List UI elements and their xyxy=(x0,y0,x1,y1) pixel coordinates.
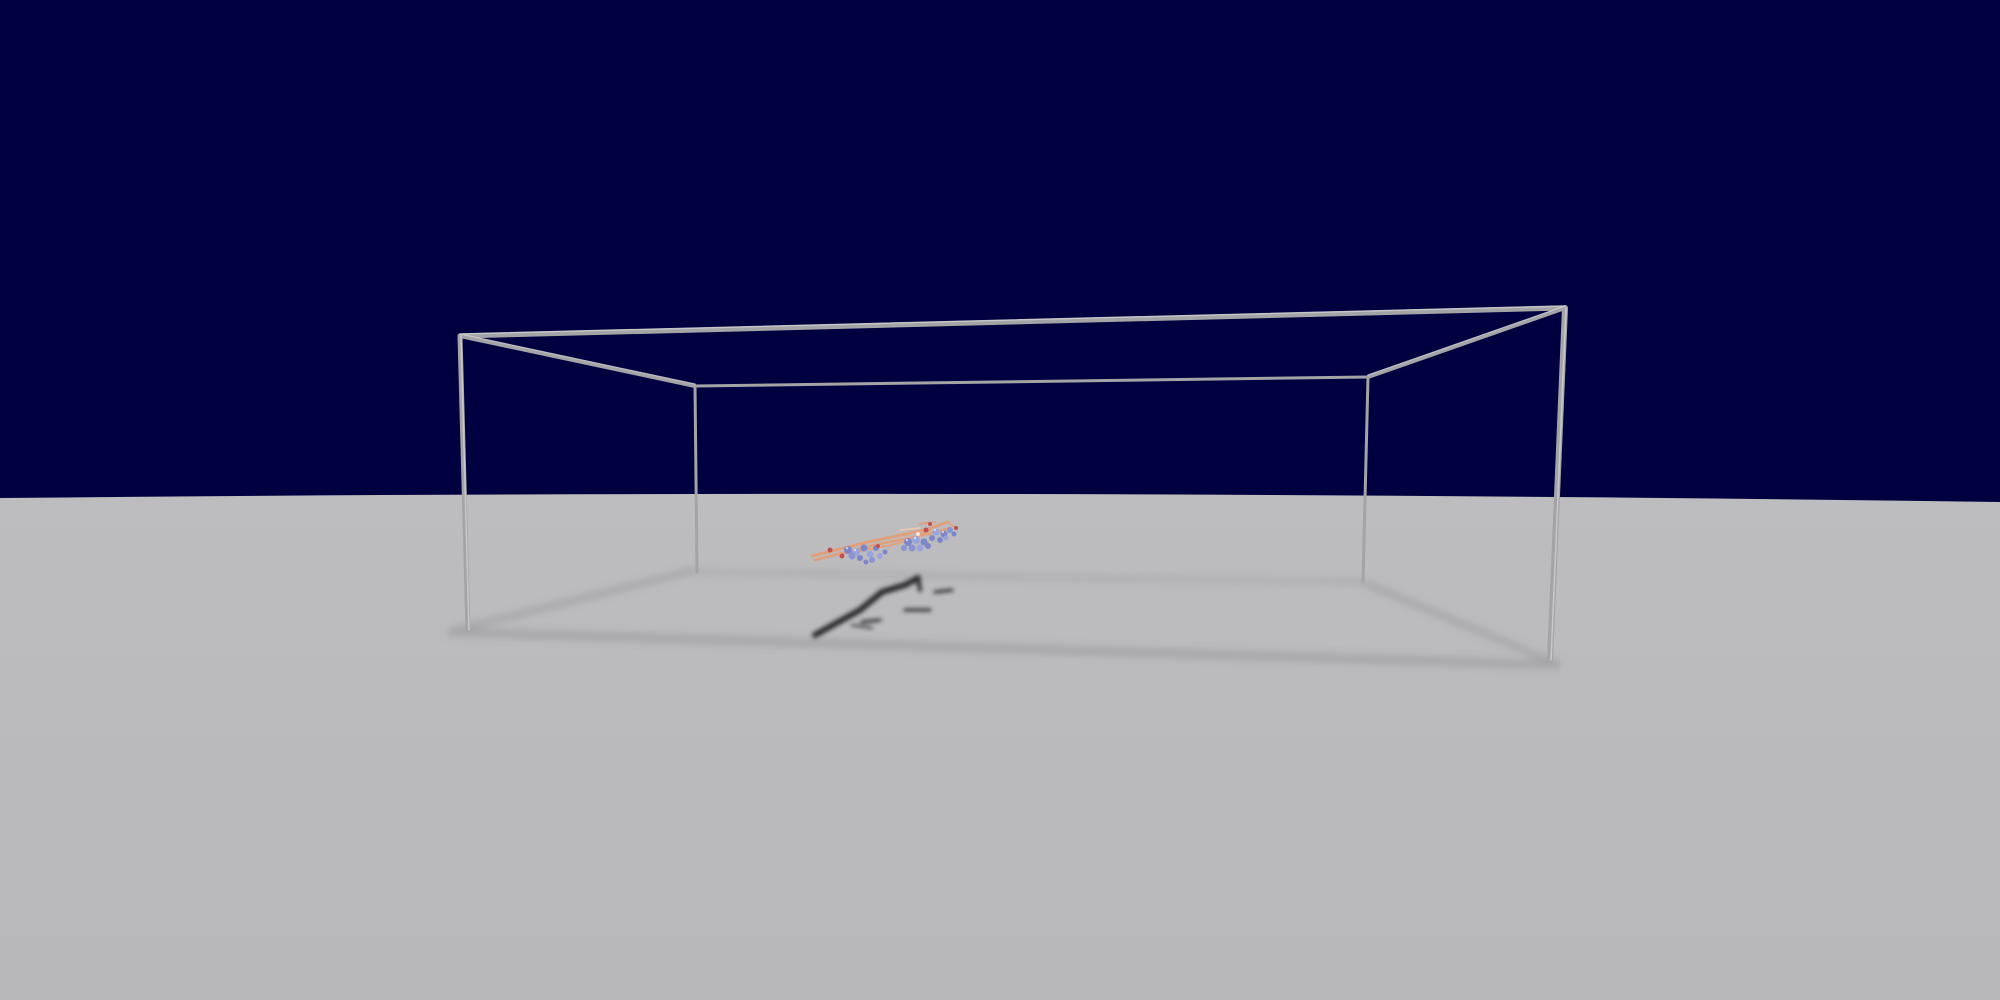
atom-highlights xyxy=(845,528,945,552)
floor-plane xyxy=(0,493,2000,1000)
atom-cluster-right xyxy=(901,522,958,552)
frame-shadow xyxy=(447,567,1562,669)
bounding-box-frame xyxy=(457,305,1568,663)
molecule-shadow xyxy=(812,575,954,638)
sky-background xyxy=(0,0,2000,500)
molecule-model[interactable] xyxy=(810,520,958,565)
